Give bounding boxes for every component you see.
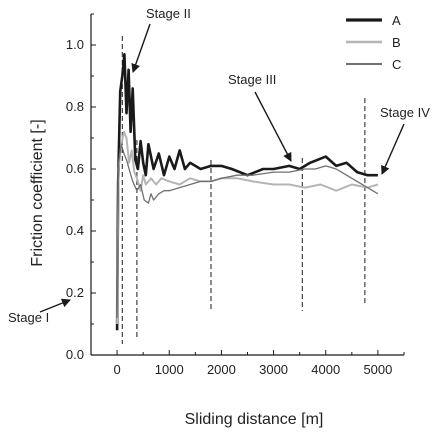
stage-1-label: Stage I [8,310,49,325]
x-tick-label: 3000 [259,362,288,377]
x-tick-label: 0 [113,362,120,377]
x-tick-label: 2000 [207,362,236,377]
x-tick-label: 1000 [155,362,184,377]
stage-4-label: Stage IV [380,105,430,120]
y-tick-label: 0.8 [66,99,84,114]
y-tick-label: 0.6 [66,161,84,176]
legend: ABC [346,13,401,72]
stage-2-arrow [131,23,151,73]
y-tick-label: 0.2 [66,285,84,300]
series-line-b [116,130,379,325]
legend-label-b: B [392,35,401,50]
stage-1-arrow [39,298,71,313]
stage-boundary-lines [121,36,366,344]
series-line-c [116,143,379,318]
stage-4-arrow [381,123,405,175]
y-axis-title: Friction coefficient [-] [29,119,46,266]
tick-labels: 0 1000 2000 3000 4000 5000 0.0 0.2 0.4 0.6 0.8 1.0 [66,37,392,377]
legend-label-a: A [392,13,401,28]
series-line-a [115,52,378,331]
series-lines [115,52,379,331]
stage-annotations: Stage I Stage II Stage III Stage IV [8,6,430,325]
stage-3-label: Stage III [228,72,276,87]
axes [90,13,405,356]
y-tick-label: 1.0 [66,37,84,52]
x-axis-title: Sliding distance [m] [185,411,324,428]
x-tick-label: 4000 [311,362,340,377]
y-tick-label: 0.0 [66,347,84,362]
x-tick-label: 5000 [363,362,392,377]
stage-3-arrow [254,91,292,162]
stage-2-label: Stage II [146,6,191,21]
y-tick-label: 0.4 [66,223,84,238]
legend-label-c: C [392,57,401,72]
